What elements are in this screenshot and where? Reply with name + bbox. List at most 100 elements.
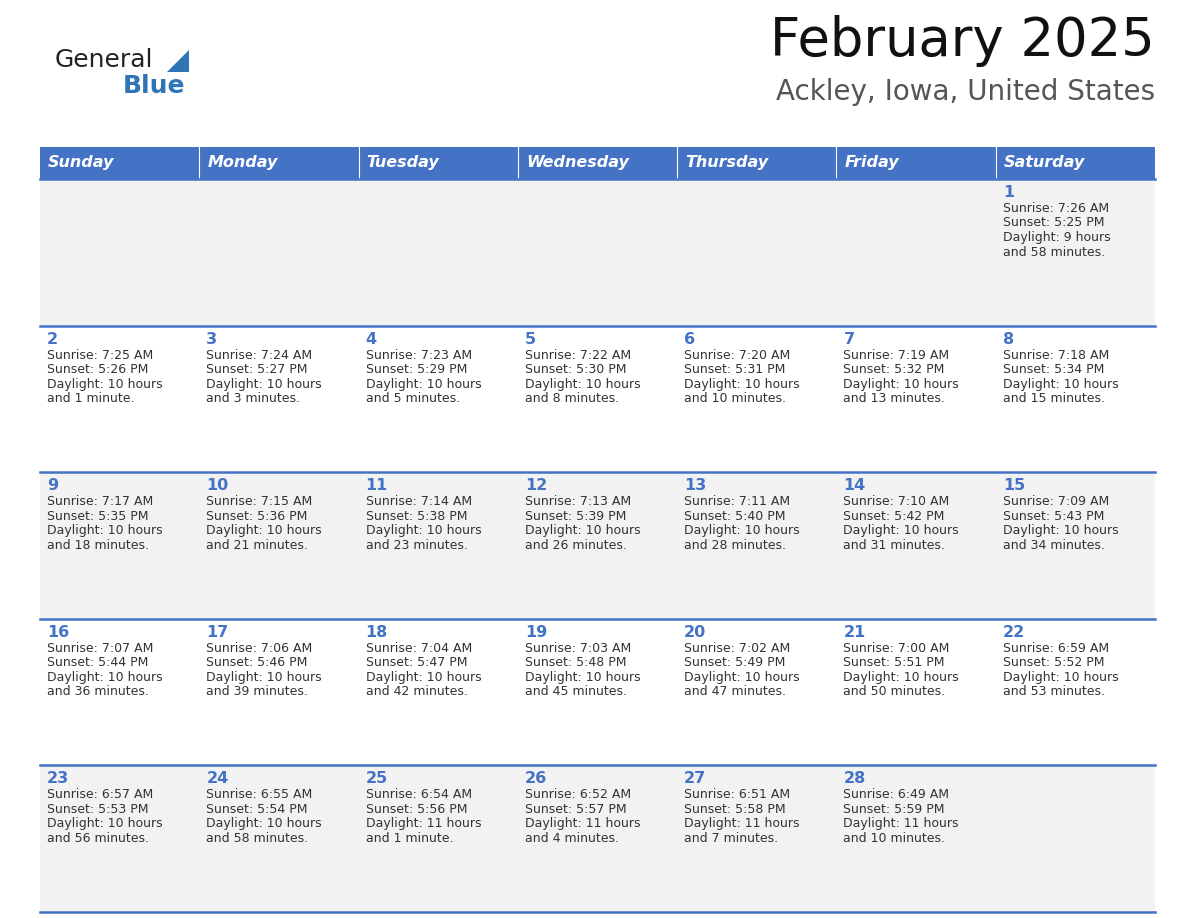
Text: Sunrise: 7:24 AM: Sunrise: 7:24 AM <box>207 349 312 362</box>
Text: 16: 16 <box>48 625 69 640</box>
Text: Ackley, Iowa, United States: Ackley, Iowa, United States <box>776 78 1155 106</box>
Text: 1: 1 <box>1003 185 1013 200</box>
Text: Sunrise: 7:15 AM: Sunrise: 7:15 AM <box>207 495 312 509</box>
Text: and 39 minutes.: and 39 minutes. <box>207 686 308 699</box>
Text: Tuesday: Tuesday <box>367 155 440 171</box>
Text: General: General <box>55 48 153 72</box>
Text: Sunset: 5:25 PM: Sunset: 5:25 PM <box>1003 217 1104 230</box>
Text: Saturday: Saturday <box>1004 155 1085 171</box>
Text: Sunset: 5:39 PM: Sunset: 5:39 PM <box>525 509 626 522</box>
Text: Sunset: 5:54 PM: Sunset: 5:54 PM <box>207 803 308 816</box>
Text: and 21 minutes.: and 21 minutes. <box>207 539 308 552</box>
Text: Sunrise: 7:19 AM: Sunrise: 7:19 AM <box>843 349 949 362</box>
Text: and 18 minutes.: and 18 minutes. <box>48 539 148 552</box>
Text: Sunset: 5:34 PM: Sunset: 5:34 PM <box>1003 364 1104 376</box>
Text: Daylight: 11 hours: Daylight: 11 hours <box>366 817 481 831</box>
Text: and 1 minute.: and 1 minute. <box>48 392 134 405</box>
Text: and 45 minutes.: and 45 minutes. <box>525 686 627 699</box>
Text: Daylight: 10 hours: Daylight: 10 hours <box>843 377 959 390</box>
Text: Sunrise: 7:20 AM: Sunrise: 7:20 AM <box>684 349 790 362</box>
Text: Sunrise: 7:03 AM: Sunrise: 7:03 AM <box>525 642 631 655</box>
Text: Sunrise: 7:18 AM: Sunrise: 7:18 AM <box>1003 349 1108 362</box>
Text: Sunset: 5:42 PM: Sunset: 5:42 PM <box>843 509 944 522</box>
Text: Sunset: 5:26 PM: Sunset: 5:26 PM <box>48 364 148 376</box>
Bar <box>40 147 200 179</box>
Text: 21: 21 <box>843 625 866 640</box>
Text: Daylight: 10 hours: Daylight: 10 hours <box>843 671 959 684</box>
Text: 9: 9 <box>48 478 58 493</box>
Text: Sunrise: 7:23 AM: Sunrise: 7:23 AM <box>366 349 472 362</box>
Text: Daylight: 10 hours: Daylight: 10 hours <box>366 377 481 390</box>
Text: 18: 18 <box>366 625 387 640</box>
Text: Sunrise: 7:14 AM: Sunrise: 7:14 AM <box>366 495 472 509</box>
Text: Daylight: 11 hours: Daylight: 11 hours <box>684 817 800 831</box>
Bar <box>996 147 1155 179</box>
Text: and 36 minutes.: and 36 minutes. <box>48 686 148 699</box>
Text: Daylight: 10 hours: Daylight: 10 hours <box>525 524 640 537</box>
Text: and 8 minutes.: and 8 minutes. <box>525 392 619 405</box>
Bar <box>836 147 996 179</box>
Text: 15: 15 <box>1003 478 1025 493</box>
Text: Sunrise: 7:00 AM: Sunrise: 7:00 AM <box>843 642 949 655</box>
Text: Sunrise: 6:57 AM: Sunrise: 6:57 AM <box>48 789 153 801</box>
Text: Sunset: 5:38 PM: Sunset: 5:38 PM <box>366 509 467 522</box>
Text: Monday: Monday <box>207 155 278 171</box>
Bar <box>40 326 1155 472</box>
Text: Sunset: 5:56 PM: Sunset: 5:56 PM <box>366 803 467 816</box>
Text: and 26 minutes.: and 26 minutes. <box>525 539 627 552</box>
Text: Sunrise: 6:59 AM: Sunrise: 6:59 AM <box>1003 642 1108 655</box>
Text: and 7 minutes.: and 7 minutes. <box>684 832 778 845</box>
Text: Sunrise: 6:51 AM: Sunrise: 6:51 AM <box>684 789 790 801</box>
Text: 11: 11 <box>366 478 387 493</box>
Text: Daylight: 11 hours: Daylight: 11 hours <box>525 817 640 831</box>
Text: Friday: Friday <box>845 155 899 171</box>
Text: and 1 minute.: and 1 minute. <box>366 832 453 845</box>
Text: 19: 19 <box>525 625 548 640</box>
Text: Daylight: 10 hours: Daylight: 10 hours <box>843 524 959 537</box>
Text: Daylight: 10 hours: Daylight: 10 hours <box>684 377 800 390</box>
Text: and 58 minutes.: and 58 minutes. <box>207 832 309 845</box>
Text: Sunrise: 7:07 AM: Sunrise: 7:07 AM <box>48 642 153 655</box>
Text: 27: 27 <box>684 771 707 787</box>
Bar <box>200 147 359 179</box>
Text: Sunrise: 7:09 AM: Sunrise: 7:09 AM <box>1003 495 1108 509</box>
Bar <box>40 766 1155 912</box>
Text: 13: 13 <box>684 478 707 493</box>
Text: Sunset: 5:48 PM: Sunset: 5:48 PM <box>525 656 626 669</box>
Text: Daylight: 10 hours: Daylight: 10 hours <box>207 817 322 831</box>
Text: 3: 3 <box>207 331 217 347</box>
Text: and 10 minutes.: and 10 minutes. <box>843 832 946 845</box>
Text: Sunrise: 7:26 AM: Sunrise: 7:26 AM <box>1003 202 1108 215</box>
Text: and 3 minutes.: and 3 minutes. <box>207 392 301 405</box>
Text: and 50 minutes.: and 50 minutes. <box>843 686 946 699</box>
Text: Thursday: Thursday <box>685 155 769 171</box>
Text: Sunrise: 7:22 AM: Sunrise: 7:22 AM <box>525 349 631 362</box>
Text: and 42 minutes.: and 42 minutes. <box>366 686 467 699</box>
Text: Sunrise: 7:25 AM: Sunrise: 7:25 AM <box>48 349 153 362</box>
Text: Sunset: 5:36 PM: Sunset: 5:36 PM <box>207 509 308 522</box>
Text: 12: 12 <box>525 478 548 493</box>
Text: Sunrise: 6:54 AM: Sunrise: 6:54 AM <box>366 789 472 801</box>
Text: Sunset: 5:27 PM: Sunset: 5:27 PM <box>207 364 308 376</box>
Text: Daylight: 10 hours: Daylight: 10 hours <box>207 524 322 537</box>
Text: 6: 6 <box>684 331 695 347</box>
Bar <box>359 147 518 179</box>
Text: Wednesday: Wednesday <box>526 155 628 171</box>
Text: and 5 minutes.: and 5 minutes. <box>366 392 460 405</box>
Text: 25: 25 <box>366 771 387 787</box>
Text: Sunset: 5:29 PM: Sunset: 5:29 PM <box>366 364 467 376</box>
Bar <box>40 472 1155 619</box>
Text: 23: 23 <box>48 771 69 787</box>
Text: Sunrise: 6:49 AM: Sunrise: 6:49 AM <box>843 789 949 801</box>
Text: Sunset: 5:30 PM: Sunset: 5:30 PM <box>525 364 626 376</box>
Text: 10: 10 <box>207 478 228 493</box>
Text: February 2025: February 2025 <box>770 15 1155 67</box>
Text: Sunrise: 6:55 AM: Sunrise: 6:55 AM <box>207 789 312 801</box>
Text: Sunset: 5:31 PM: Sunset: 5:31 PM <box>684 364 785 376</box>
Text: Sunrise: 7:11 AM: Sunrise: 7:11 AM <box>684 495 790 509</box>
Text: Sunrise: 7:10 AM: Sunrise: 7:10 AM <box>843 495 949 509</box>
Text: Sunrise: 7:04 AM: Sunrise: 7:04 AM <box>366 642 472 655</box>
Text: 7: 7 <box>843 331 854 347</box>
Text: 26: 26 <box>525 771 548 787</box>
Text: and 56 minutes.: and 56 minutes. <box>48 832 148 845</box>
